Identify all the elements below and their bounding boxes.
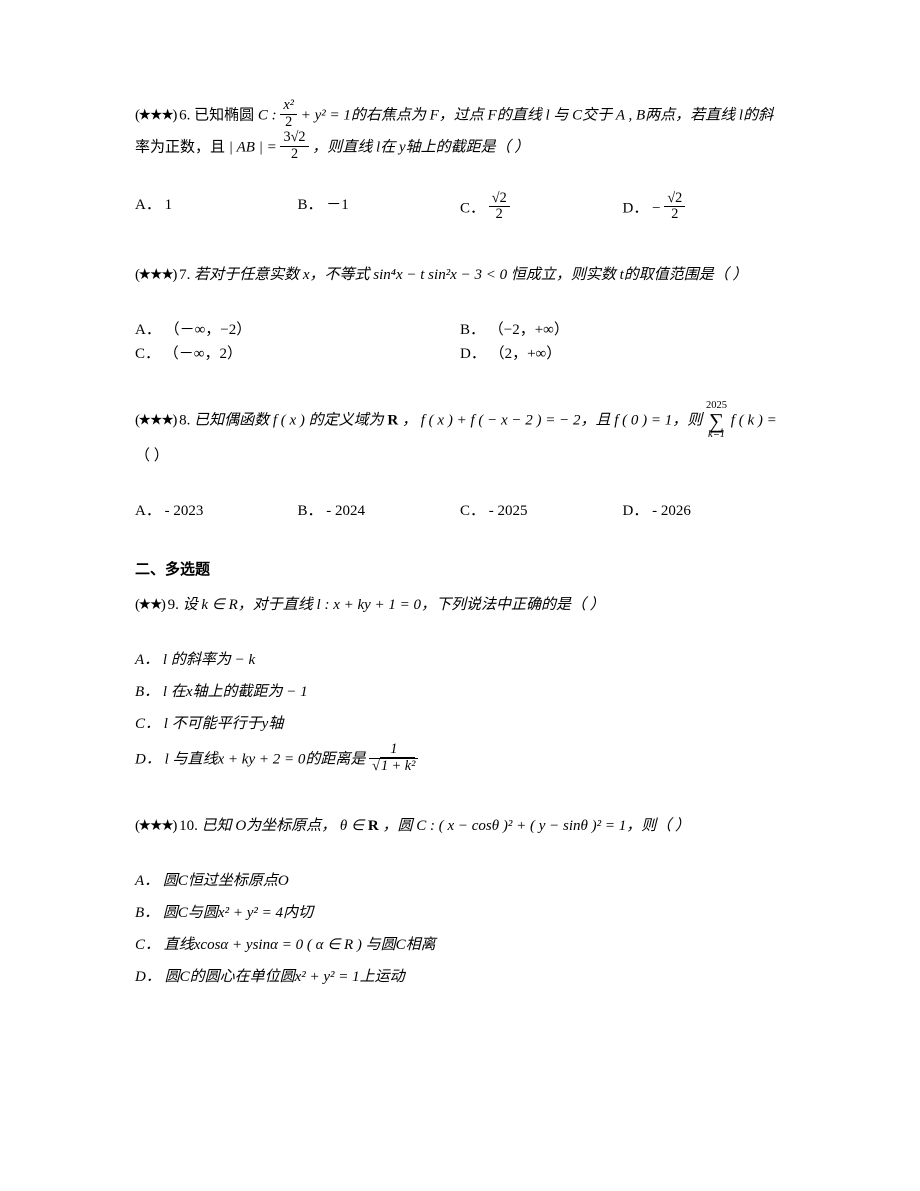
q6-ab-frac: 3√2 2 — [280, 130, 308, 162]
q9-text: (★★) 9. 设 k ∈ R，对于直线 l : x + ky + 1 = 0，… — [135, 590, 785, 620]
q7-option-a: A． （－∞，−2） — [135, 318, 460, 342]
q10-option-d: D． 圆C的圆心在单位圆x² + y² = 1上运动 — [135, 965, 785, 989]
q10-R: R — [368, 818, 379, 834]
q10-number: 10. — [179, 818, 198, 834]
q9-body: 设 k ∈ R，对于直线 l : x + ky + 1 = 0，下列说法中正确的… — [183, 597, 605, 613]
q9-option-d: D． l 与直线x + ky + 2 = 0的距离是 1 √1 + k² — [135, 744, 785, 776]
q8-options: A． - 2023 B． - 2024 C． - 2025 D． - 2026 — [135, 499, 785, 523]
q6-line2-post: ，则直线 l在 y轴上的截距是（ ） — [312, 140, 529, 156]
q9-option-a: A． l 的斜率为 − k — [135, 648, 785, 672]
question-8: (★★★) 8. 已知偶函数 f ( x ) 的定义域为 R ， f ( x )… — [135, 401, 785, 523]
q7-text-post: 恒成立，则实数 t的取值范围是（ ） — [511, 267, 748, 283]
q8-text: (★★★) 8. 已知偶函数 f ( x ) 的定义域为 R ， f ( x )… — [135, 401, 785, 471]
q6-options: A． 1 B． －1 C． √2 2 D． − √2 2 — [135, 193, 785, 225]
q9-stars: (★★) — [135, 597, 164, 613]
question-7: (★★★) 7. 若对于任意实数 x，不等式 sin⁴x − t sin²x −… — [135, 260, 785, 366]
q8-option-b: B． - 2024 — [298, 499, 461, 523]
q10-pre: 已知 O为坐标原点， θ ∈ — [202, 818, 368, 834]
q8-number: 8. — [179, 412, 190, 428]
q7-stars: (★★★) — [135, 267, 175, 283]
q8-line1a: 已知偶函数 f ( x ) 的定义域为 — [194, 412, 387, 428]
q8-line2: （ ） — [135, 448, 169, 464]
q6-ellipse-frac: x² 2 — [280, 98, 297, 130]
q7-option-c: C． （－∞，2） — [135, 342, 460, 366]
question-6: (★★★) 6. 已知椭圆 C : x² 2 + y² = 1的右焦点为 F，过… — [135, 100, 785, 225]
q6-number: 6. — [179, 108, 190, 124]
q10-stars: (★★★) — [135, 818, 175, 834]
q8-option-a: A． - 2023 — [135, 499, 298, 523]
q6-ellipse-label: C : — [258, 108, 281, 124]
q8-sum: 2025 ∑ k=1 — [706, 401, 727, 441]
question-9: (★★) 9. 设 k ∈ R，对于直线 l : x + ky + 1 = 0，… — [135, 590, 785, 776]
q10-options: A． 圆C恒过坐标原点O B． 圆C与圆x² + y² = 4内切 C． 直线x… — [135, 869, 785, 989]
q10-option-c: C． 直线xcosα + ysinα = 0 ( α ∈ R ) 与圆C相离 — [135, 933, 785, 957]
q6-option-d: D． − √2 2 — [623, 193, 786, 225]
q6-option-a: A． 1 — [135, 193, 298, 225]
q6-text-mid1: + y² = 1的右焦点为 F，过点 F的直线 l 与 C交于 A , B两点，… — [301, 108, 773, 124]
q7-option-b: B． （−2，+∞） — [460, 318, 785, 342]
q7-option-d: D． （2，+∞） — [460, 342, 785, 366]
q8-option-c: C． - 2025 — [460, 499, 623, 523]
q8-stars: (★★★) — [135, 412, 175, 428]
q6-text: (★★★) 6. 已知椭圆 C : x² 2 + y² = 1的右焦点为 F，过… — [135, 100, 785, 165]
section-2-title: 二、多选题 — [135, 558, 785, 582]
question-10: (★★★) 10. 已知 O为坐标原点， θ ∈ R ，圆 C : ( x − … — [135, 811, 785, 989]
q8-R1: R — [387, 412, 398, 428]
q6-option-c: C． √2 2 — [460, 193, 623, 225]
q10-option-a: A． 圆C恒过坐标原点O — [135, 869, 785, 893]
q9-number: 9. — [168, 597, 179, 613]
q9-option-b: B． l 在x轴上的截距为 − 1 — [135, 680, 785, 704]
q6-text-pre: 已知椭圆 — [194, 108, 258, 124]
q10-text: (★★★) 10. 已知 O为坐标原点， θ ∈ R ，圆 C : ( x − … — [135, 811, 785, 841]
q10-mid: ，圆 C : ( x − cosθ )² + ( y − sinθ )² = 1… — [382, 818, 690, 834]
q7-text: (★★★) 7. 若对于任意实数 x，不等式 sin⁴x − t sin²x −… — [135, 260, 785, 290]
q8-line1b: ， f ( x ) + f ( − x − 2 ) = − 2，且 f ( 0 … — [402, 412, 706, 428]
q7-options: A． （－∞，−2） B． （−2，+∞） C． （－∞，2） D． （2，+∞… — [135, 318, 785, 366]
q9-option-c: C． l 不可能平行于y轴 — [135, 712, 785, 736]
q7-number: 7. — [179, 267, 190, 283]
q6-stars: (★★★) — [135, 108, 175, 124]
q7-text-pre: 若对于任意实数 x，不等式 — [194, 267, 373, 283]
q9-options: A． l 的斜率为 − k B． l 在x轴上的截距为 − 1 C． l 不可能… — [135, 648, 785, 776]
q6-line2-pre: 率为正数，且 — [135, 140, 229, 156]
q8-option-d: D． - 2026 — [623, 499, 786, 523]
q6-ab-eq: | AB | = — [229, 140, 281, 156]
q6-option-b: B． －1 — [298, 193, 461, 225]
q7-expr: sin⁴x − t sin²x − 3 < 0 — [373, 267, 507, 283]
q8-sumpost: f ( k ) = — [731, 412, 777, 428]
q10-option-b: B． 圆C与圆x² + y² = 4内切 — [135, 901, 785, 925]
